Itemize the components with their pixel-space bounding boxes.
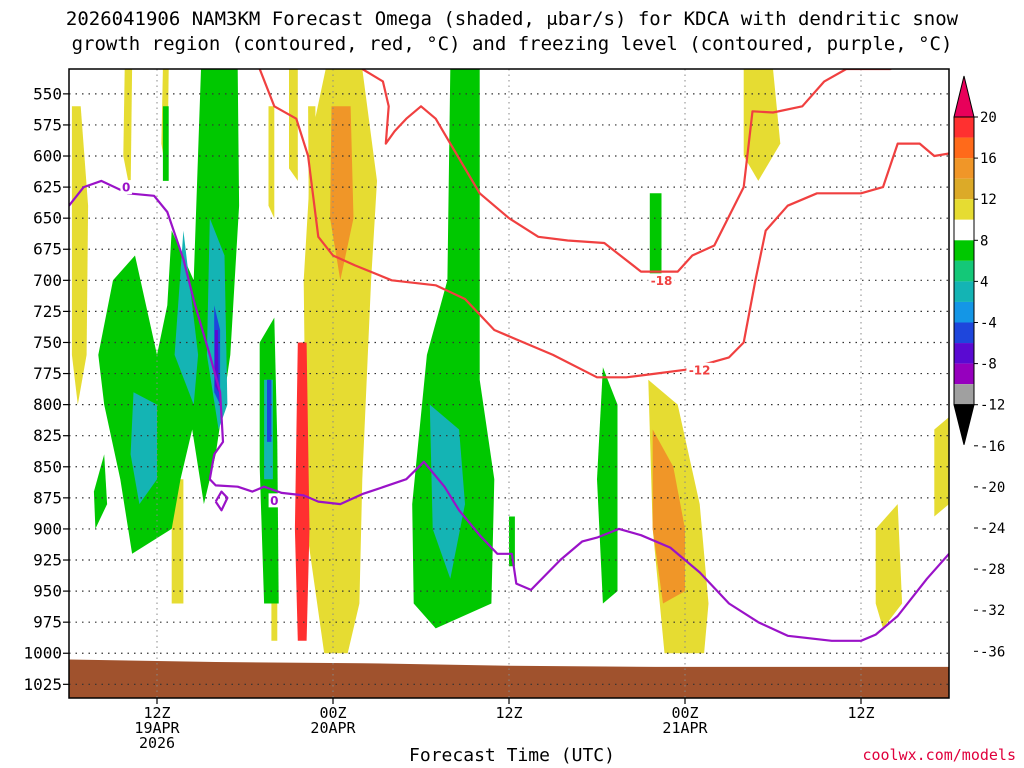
omega-region-26 — [130, 392, 157, 505]
ytick-label-725: 725 — [33, 302, 62, 321]
omega-region-25 — [174, 230, 199, 405]
ytick-label-975: 975 — [33, 613, 62, 632]
ytick-label-650: 650 — [33, 209, 62, 228]
colorbar-label-1: 16 — [980, 151, 997, 167]
colorbar-label-8: -16 — [980, 439, 1005, 455]
ytick-label-775: 775 — [33, 364, 62, 383]
colorbar-top-arrow — [953, 75, 975, 118]
colorbar-segment-1 — [954, 137, 974, 159]
omega-region-7 — [303, 69, 377, 654]
omega-region-12 — [934, 417, 949, 517]
omega-region-11 — [875, 504, 903, 629]
xtick-label-30-0: 12Z — [495, 704, 522, 722]
colorbar-segment-4 — [954, 199, 974, 220]
colorbar-segment-5 — [954, 219, 974, 241]
isotherm-label-bg-0 — [648, 273, 675, 288]
ytick-label-950: 950 — [33, 582, 62, 601]
ytick-label-1025: 1025 — [23, 675, 62, 694]
colorbar-segment-7 — [954, 260, 974, 282]
omega-region-5 — [289, 69, 298, 181]
colorbar-segment-9 — [954, 301, 974, 323]
xtick-label-54-0: 12Z — [847, 704, 874, 722]
omega-region-1 — [123, 69, 133, 194]
omega-region-13 — [330, 106, 354, 281]
colorbar-segment-6 — [954, 240, 974, 261]
xtick-label-42-0: 00Z — [671, 704, 698, 722]
omega-region-20 — [597, 367, 618, 604]
ytick-label-850: 850 — [33, 457, 62, 476]
ytick-label-575: 575 — [33, 115, 62, 134]
isotherm-label-1: -12 — [689, 363, 711, 377]
ytick-label-1000: 1000 — [23, 644, 62, 663]
colorbar-label-9: -20 — [980, 480, 1005, 496]
ytick-label-625: 625 — [33, 178, 62, 197]
site-credit: coolwx.com/models — [862, 746, 1016, 764]
colorbar-segment-8 — [954, 281, 974, 302]
ytick-label-550: 550 — [33, 84, 62, 103]
colorbar-segment-12 — [954, 363, 974, 385]
xtick-label-6-0: 12Z — [143, 704, 170, 722]
omega-region-0 — [71, 106, 89, 405]
ytick-label-800: 800 — [33, 395, 62, 414]
omega-region-30 — [267, 379, 272, 442]
omega-region-21 — [649, 193, 662, 287]
isotherm-label-bg-3 — [268, 493, 281, 508]
xtick-label-42-1: 21APR — [662, 719, 708, 737]
colorbar-label-11: -28 — [980, 562, 1005, 578]
ytick-label-675: 675 — [33, 240, 62, 259]
omega-region-16 — [162, 106, 169, 181]
colorbar-label-4: 4 — [980, 274, 988, 290]
colorbar-label-2: 12 — [980, 192, 997, 208]
chart-title: 2026041906 NAM3KM Forecast Omega (shaded… — [65, 8, 959, 30]
ytick-label-925: 925 — [33, 551, 62, 570]
isotherm-label-bg-2 — [120, 180, 132, 195]
colorbar-label-7: -12 — [980, 398, 1005, 414]
colorbar-label-5: -4 — [980, 316, 997, 332]
colorbar-segment-2 — [954, 158, 974, 179]
below-ground-area — [69, 659, 949, 698]
colorbar-label-10: -24 — [980, 521, 1005, 537]
isotherm-label-2: 0 — [122, 181, 130, 195]
colorbar-label-13: -36 — [980, 644, 1005, 660]
colorbar-segment-3 — [954, 178, 974, 200]
isotherm-line-1 — [258, 69, 949, 379]
isotherm-line-0 — [361, 69, 894, 273]
ytick-label-700: 700 — [33, 271, 62, 290]
ytick-label-825: 825 — [33, 426, 62, 445]
xtick-label-6-2: 2026 — [139, 734, 175, 752]
chart-subtitle: growth region (contoured, red, °C) and f… — [71, 33, 953, 55]
omega-region-15 — [294, 342, 310, 641]
colorbar-label-3: 8 — [980, 233, 988, 249]
ytick-label-900: 900 — [33, 519, 62, 538]
colorbar-segment-10 — [954, 322, 974, 344]
colorbar-label-12: -32 — [980, 603, 1005, 619]
colorbar-segment-0 — [954, 117, 974, 138]
omega-region-4 — [268, 106, 275, 219]
xtick-label-6-1: 19APR — [134, 719, 180, 737]
omega-region-23 — [93, 454, 108, 529]
omega-region-10 — [743, 69, 781, 181]
xtick-label-18-0: 00Z — [319, 704, 346, 722]
colorbar-label-0: 20 — [980, 110, 997, 126]
ytick-label-600: 600 — [33, 147, 62, 166]
colorbar-label-6: -8 — [980, 357, 997, 373]
ytick-label-875: 875 — [33, 488, 62, 507]
isotherm-line-3 — [214, 490, 229, 512]
isotherm-label-bg-1 — [686, 362, 713, 377]
isotherm-label-0: -18 — [651, 274, 673, 288]
x-axis-title: Forecast Time (UTC) — [409, 745, 615, 766]
colorbar-bottom-arrow — [953, 404, 975, 445]
colorbar-segment-11 — [954, 343, 974, 364]
isotherm-label-3: 0 — [270, 494, 278, 508]
colorbar-segment-13 — [954, 384, 974, 405]
isotherm-line-2 — [69, 179, 949, 642]
xtick-label-18-1: 20APR — [310, 719, 356, 737]
ytick-label-750: 750 — [33, 333, 62, 352]
